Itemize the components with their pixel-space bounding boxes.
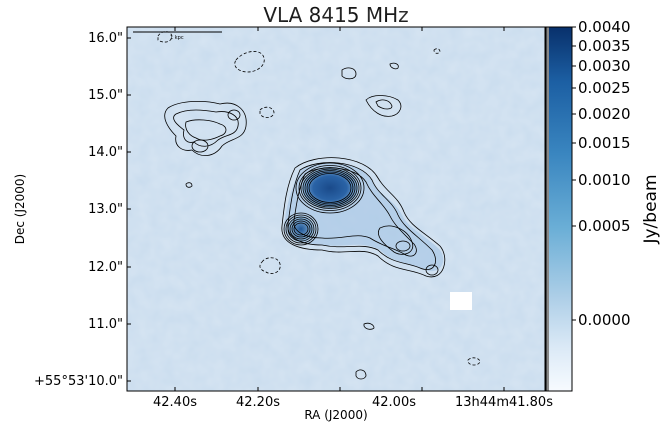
- x-tick-label: 42.00s: [372, 395, 416, 410]
- contours-main: [281, 157, 446, 278]
- y-tick-label: 14.0": [88, 145, 123, 160]
- colorbar-edge: [546, 27, 549, 391]
- x-ticks: [174, 27, 505, 391]
- y-axis-title: Dec (J2000): [13, 174, 27, 244]
- y-tick-label: 12.0": [88, 260, 123, 275]
- colorbar-tick-label: 0.0040: [578, 18, 631, 36]
- contours-upper-left: [164, 100, 247, 156]
- y-tick-label: 16.0": [88, 31, 123, 46]
- x-tick-label: 13h44m41.80s: [455, 395, 553, 410]
- x-tick-label: 42.20s: [236, 395, 280, 410]
- colorbar-frame: [545, 26, 573, 392]
- colorbar-gradient: [548, 27, 572, 391]
- colorbar: [545, 26, 576, 392]
- colorbar-tick-label: 0.0025: [578, 79, 631, 97]
- colorbar-tick-label: 0.0030: [578, 57, 631, 75]
- y-tick-label: 11.0": [88, 317, 123, 332]
- colorbar-tick-label: 0.0005: [578, 217, 631, 235]
- masked-region: [450, 292, 472, 310]
- x-tick-label: 42.40s: [153, 395, 197, 410]
- colorbar-tick-label: 0.0035: [578, 37, 631, 55]
- radio-knot: [288, 216, 314, 242]
- contours-small: [185, 62, 402, 380]
- contours-negative: [157, 31, 481, 366]
- scale-bar-label: 1 kpc: [170, 35, 184, 41]
- colorbar-tick-label: 0.0015: [578, 134, 631, 152]
- colorbar-title: Jy/beam: [641, 174, 661, 244]
- plot-title: VLA 8415 MHz: [263, 3, 408, 27]
- colorbar-tick-label: 0.0000: [578, 311, 631, 329]
- y-tick-label: 15.0": [88, 88, 123, 103]
- colorbar-tick-label: 0.0020: [578, 105, 631, 123]
- y-tick-label: +55°53'10.0": [34, 374, 123, 389]
- y-ticks: [127, 37, 131, 382]
- y-tick-label: 13.0": [88, 202, 123, 217]
- x-axis-title: RA (J2000): [304, 408, 367, 422]
- radio-core: [302, 168, 358, 208]
- colorbar-tick-label: 0.0010: [578, 171, 631, 189]
- map-panel: 1 kpc: [126, 26, 546, 392]
